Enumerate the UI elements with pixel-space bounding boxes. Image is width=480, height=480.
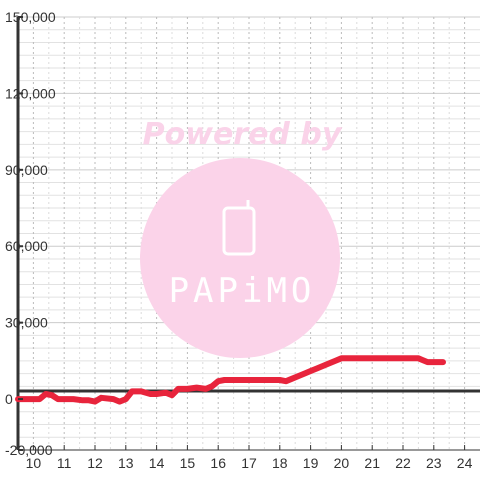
x-tick-label: 15: [180, 455, 196, 471]
y-tick-label: 30,000: [5, 315, 48, 331]
x-tick-label: 19: [303, 455, 319, 471]
x-tick-label: 10: [26, 455, 42, 471]
x-tick-label: 17: [241, 455, 257, 471]
tick-labels: 150,000 120,000 90,000 60,000 30,000 0 -20,000…: [5, 9, 473, 471]
x-tick-label: 24: [457, 455, 473, 471]
x-tick-label: 12: [87, 455, 103, 471]
watermark: Powered by PAPiMO: [140, 117, 343, 358]
x-tick-label: 14: [149, 455, 165, 471]
x-tick-label: 18: [272, 455, 288, 471]
powered-by-text: Powered by: [143, 117, 343, 152]
x-tick-label: 11: [57, 455, 72, 471]
phone-icon: [222, 200, 256, 256]
y-tick-label: 60,000: [5, 238, 48, 254]
x-tick-label: 16: [210, 455, 226, 471]
x-tick-label: 23: [426, 455, 442, 471]
watermark-circle: [140, 158, 340, 358]
series-line: [15, 355, 446, 405]
series: [15, 355, 446, 405]
y-tick-label: 150,000: [5, 9, 56, 25]
y-tick-label: 0: [5, 391, 13, 407]
x-tick-label: 13: [118, 455, 134, 471]
x-tick-label: 21: [364, 455, 380, 471]
y-tick-label: 120,000: [5, 85, 56, 101]
x-tick-label: 22: [395, 455, 411, 471]
y-tick-label: 90,000: [5, 162, 48, 178]
x-tick-label: 20: [334, 455, 350, 471]
brand-text: PAPiMO: [169, 271, 316, 311]
y-tick-label: -20,000: [5, 442, 53, 458]
